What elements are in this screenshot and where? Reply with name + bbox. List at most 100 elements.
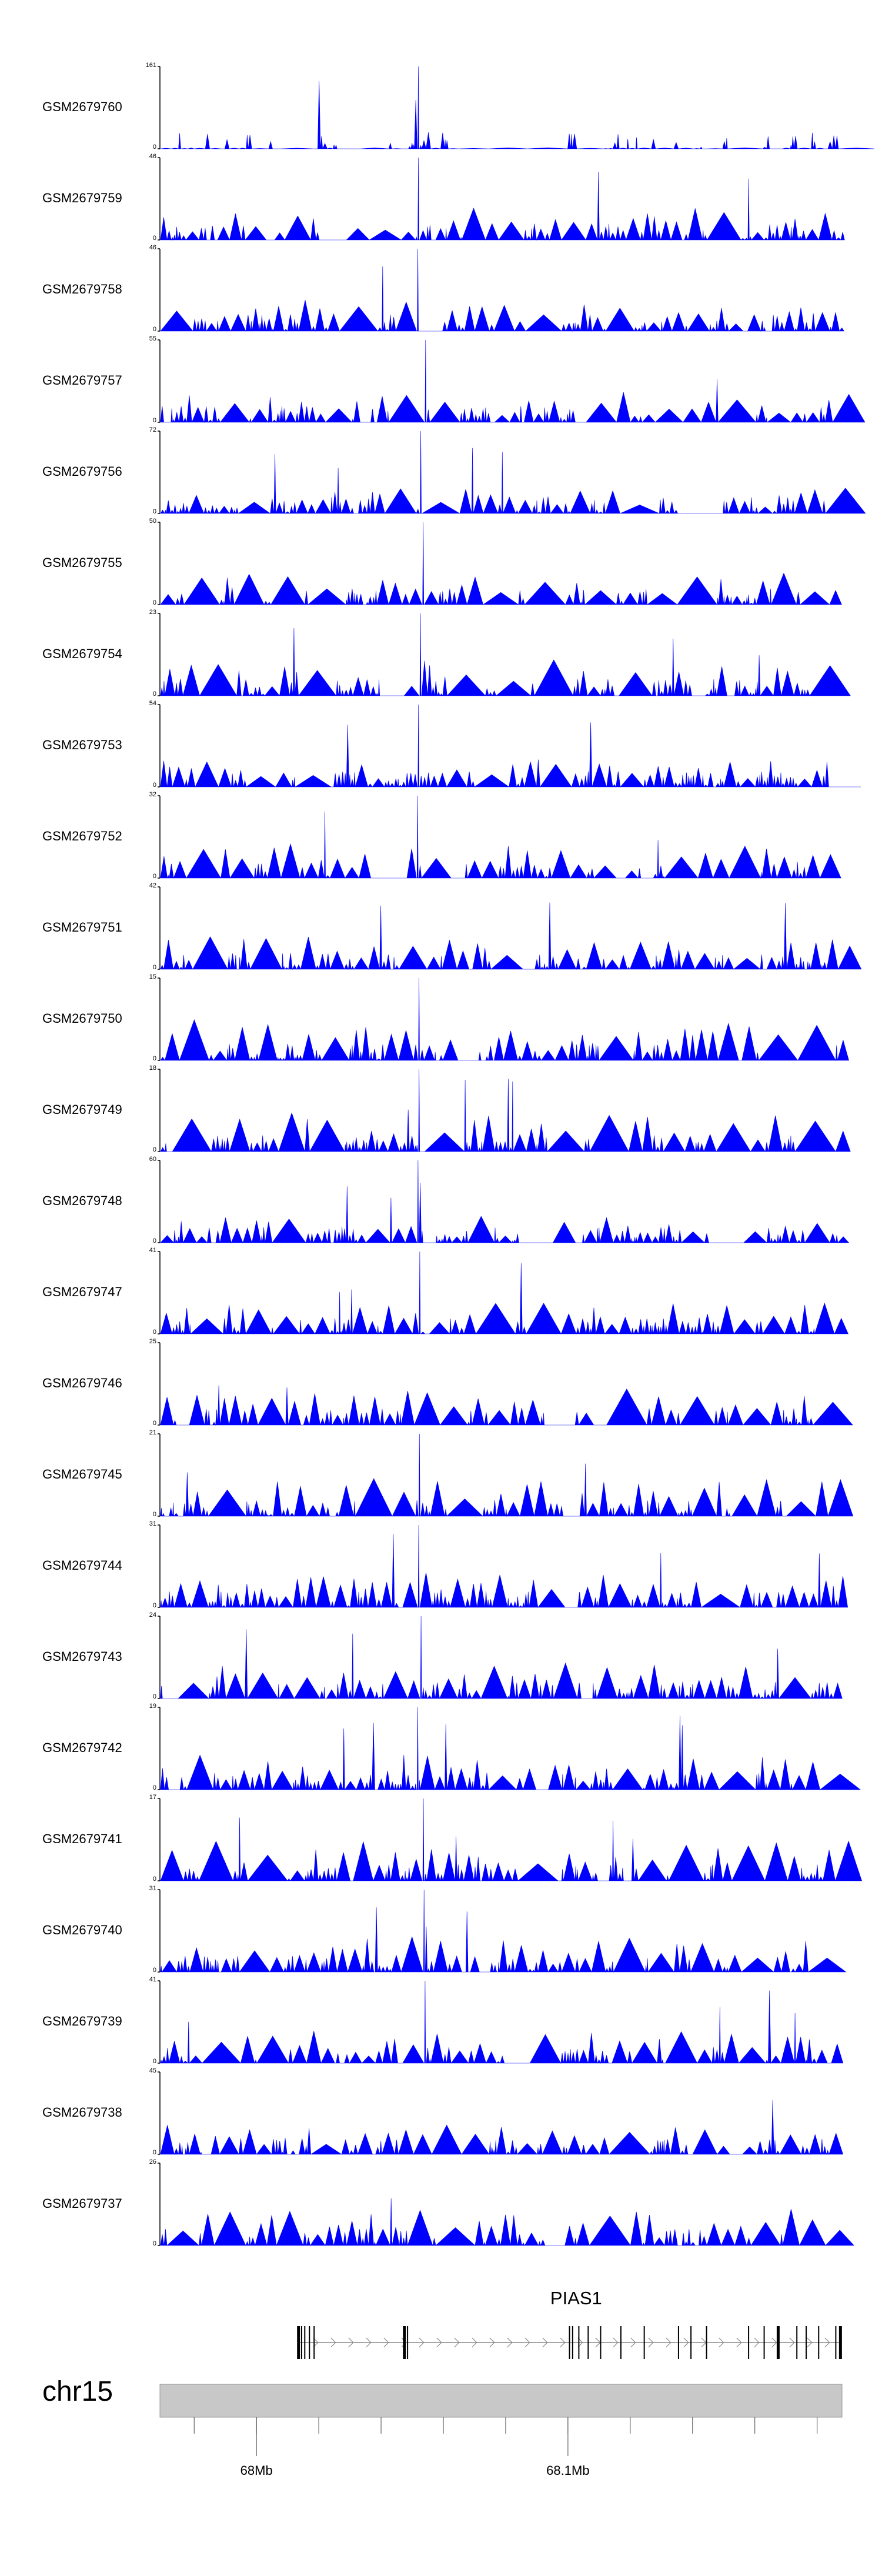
- track-label: GSM2679751: [42, 920, 122, 935]
- track-gsm2679749: GSM2679749 18 0: [42, 1065, 851, 1153]
- track-gsm2679750: GSM2679750 15 0: [42, 973, 849, 1062]
- gene-exon: [796, 2326, 798, 2359]
- signal-area: [160, 1524, 848, 1609]
- strand-arrow: [789, 2337, 795, 2348]
- y-min-label: 0: [153, 1329, 156, 1336]
- track-label: GSM2679749: [42, 1102, 122, 1117]
- track-label: GSM2679757: [42, 373, 122, 388]
- track-label: GSM2679759: [42, 191, 122, 205]
- y-min-label: 0: [153, 1602, 156, 1609]
- track-gsm2679745: GSM2679745 21 0: [42, 1429, 854, 1518]
- y-max-label: 26: [149, 2158, 156, 2165]
- gene-exon: [572, 2326, 573, 2359]
- track-label: GSM2679754: [42, 646, 122, 661]
- track-label: GSM2679739: [42, 2014, 122, 2028]
- y-min-label: 0: [153, 144, 156, 151]
- y-max-label: 54: [149, 700, 156, 707]
- y-min-label: 0: [153, 2240, 156, 2247]
- signal-area: [160, 704, 861, 788]
- gene-exon: [706, 2326, 707, 2359]
- strand-arrow: [666, 2337, 671, 2348]
- track-gsm2679754: GSM2679754 23 0: [42, 609, 851, 698]
- strand-arrow: [807, 2337, 813, 2348]
- signal-area: [160, 1798, 863, 1882]
- y-min-label: 0: [153, 235, 156, 242]
- signal-area: [160, 1251, 848, 1335]
- strand-arrow: [613, 2337, 619, 2348]
- y-min-label: 0: [153, 1876, 156, 1883]
- track-label: GSM2679756: [42, 464, 122, 479]
- strand-arrow: [736, 2337, 742, 2348]
- gene-label: PIAS1: [550, 2288, 602, 2308]
- ideogram-band: [159, 2384, 843, 2418]
- strand-arrow: [630, 2337, 636, 2348]
- strand-arrow: [683, 2337, 689, 2348]
- track-gsm2679748: GSM2679748 60 0: [42, 1156, 850, 1244]
- track-label: GSM2679760: [42, 99, 122, 114]
- gene-exon: [806, 2326, 807, 2359]
- gene-exon: [309, 2326, 310, 2359]
- track-label: GSM2679745: [42, 1467, 122, 1481]
- signal-area: [160, 522, 842, 606]
- strand-arrow: [366, 2337, 372, 2348]
- signal-area: [160, 1616, 843, 1700]
- signal-area: [160, 2100, 844, 2155]
- track-label: GSM2679738: [42, 2105, 122, 2120]
- gene-exon: [600, 2326, 602, 2359]
- signal-area: [160, 1889, 847, 1973]
- y-min-label: 0: [153, 1420, 156, 1427]
- y-max-label: 42: [149, 882, 156, 889]
- x-tick-label: 68.1Mb: [546, 2463, 589, 2478]
- y-min-label: 0: [153, 417, 156, 424]
- strand-arrow: [383, 2337, 389, 2348]
- y-max-label: 55: [149, 335, 156, 342]
- track-gsm2679743: GSM2679743 24 0: [42, 1611, 843, 1700]
- y-max-label: 45: [149, 2067, 156, 2074]
- strand-arrow: [771, 2337, 777, 2348]
- gene-exon: [304, 2326, 306, 2359]
- track-label: GSM2679755: [42, 555, 122, 570]
- y-max-label: 23: [149, 609, 156, 616]
- y-min-label: 0: [153, 326, 156, 333]
- track-gsm2679753: GSM2679753 54 0: [42, 700, 861, 789]
- gene-exon: [776, 2326, 780, 2359]
- strand-arrow: [719, 2337, 724, 2348]
- chromosome-ideogram: chr15 68Mb 68.1Mb: [42, 2376, 843, 2478]
- y-max-label: 32: [149, 791, 156, 798]
- y-min-label: 0: [153, 1237, 156, 1244]
- strand-arrow: [524, 2337, 530, 2348]
- signal-area: [160, 157, 845, 241]
- track-label: GSM2679747: [42, 1284, 122, 1299]
- signal-area: [160, 431, 866, 515]
- signal-area: [160, 795, 841, 879]
- y-min-label: 0: [153, 964, 156, 971]
- y-max-label: 18: [149, 1065, 156, 1072]
- gene-exon: [297, 2326, 300, 2359]
- track-gsm2679759: GSM2679759 46 0: [42, 153, 845, 242]
- strand-arrow: [436, 2337, 442, 2348]
- y-min-label: 0: [153, 2149, 156, 2156]
- track-label: GSM2679742: [42, 1740, 122, 1755]
- strand-arrow: [454, 2337, 460, 2348]
- track-label: GSM2679752: [42, 829, 122, 843]
- track-label: GSM2679746: [42, 1376, 122, 1390]
- track-gsm2679760: GSM2679760 161 0: [42, 62, 875, 151]
- strand-arrow: [330, 2337, 336, 2348]
- track-gsm2679757: GSM2679757 55 0: [42, 335, 866, 424]
- gene-exon: [763, 2326, 765, 2359]
- y-max-label: 46: [149, 153, 156, 160]
- y-min-label: 0: [153, 1055, 156, 1062]
- track-gsm2679741: GSM2679741 17 0: [42, 1794, 863, 1883]
- gene-exon: [407, 2326, 409, 2359]
- gene-exon: [748, 2326, 750, 2359]
- y-min-label: 0: [153, 1967, 156, 1974]
- track-label: GSM2679758: [42, 282, 122, 296]
- y-max-label: 25: [149, 1338, 156, 1345]
- y-min-label: 0: [153, 873, 156, 880]
- signal-tracks: GSM2679760 161 0 GSM2679759 46 0 GSM2679758 46 0…: [42, 62, 875, 2247]
- strand-arrow: [560, 2337, 566, 2348]
- y-min-label: 0: [153, 508, 156, 515]
- y-max-label: 41: [149, 1976, 156, 1983]
- strand-arrow: [472, 2337, 477, 2348]
